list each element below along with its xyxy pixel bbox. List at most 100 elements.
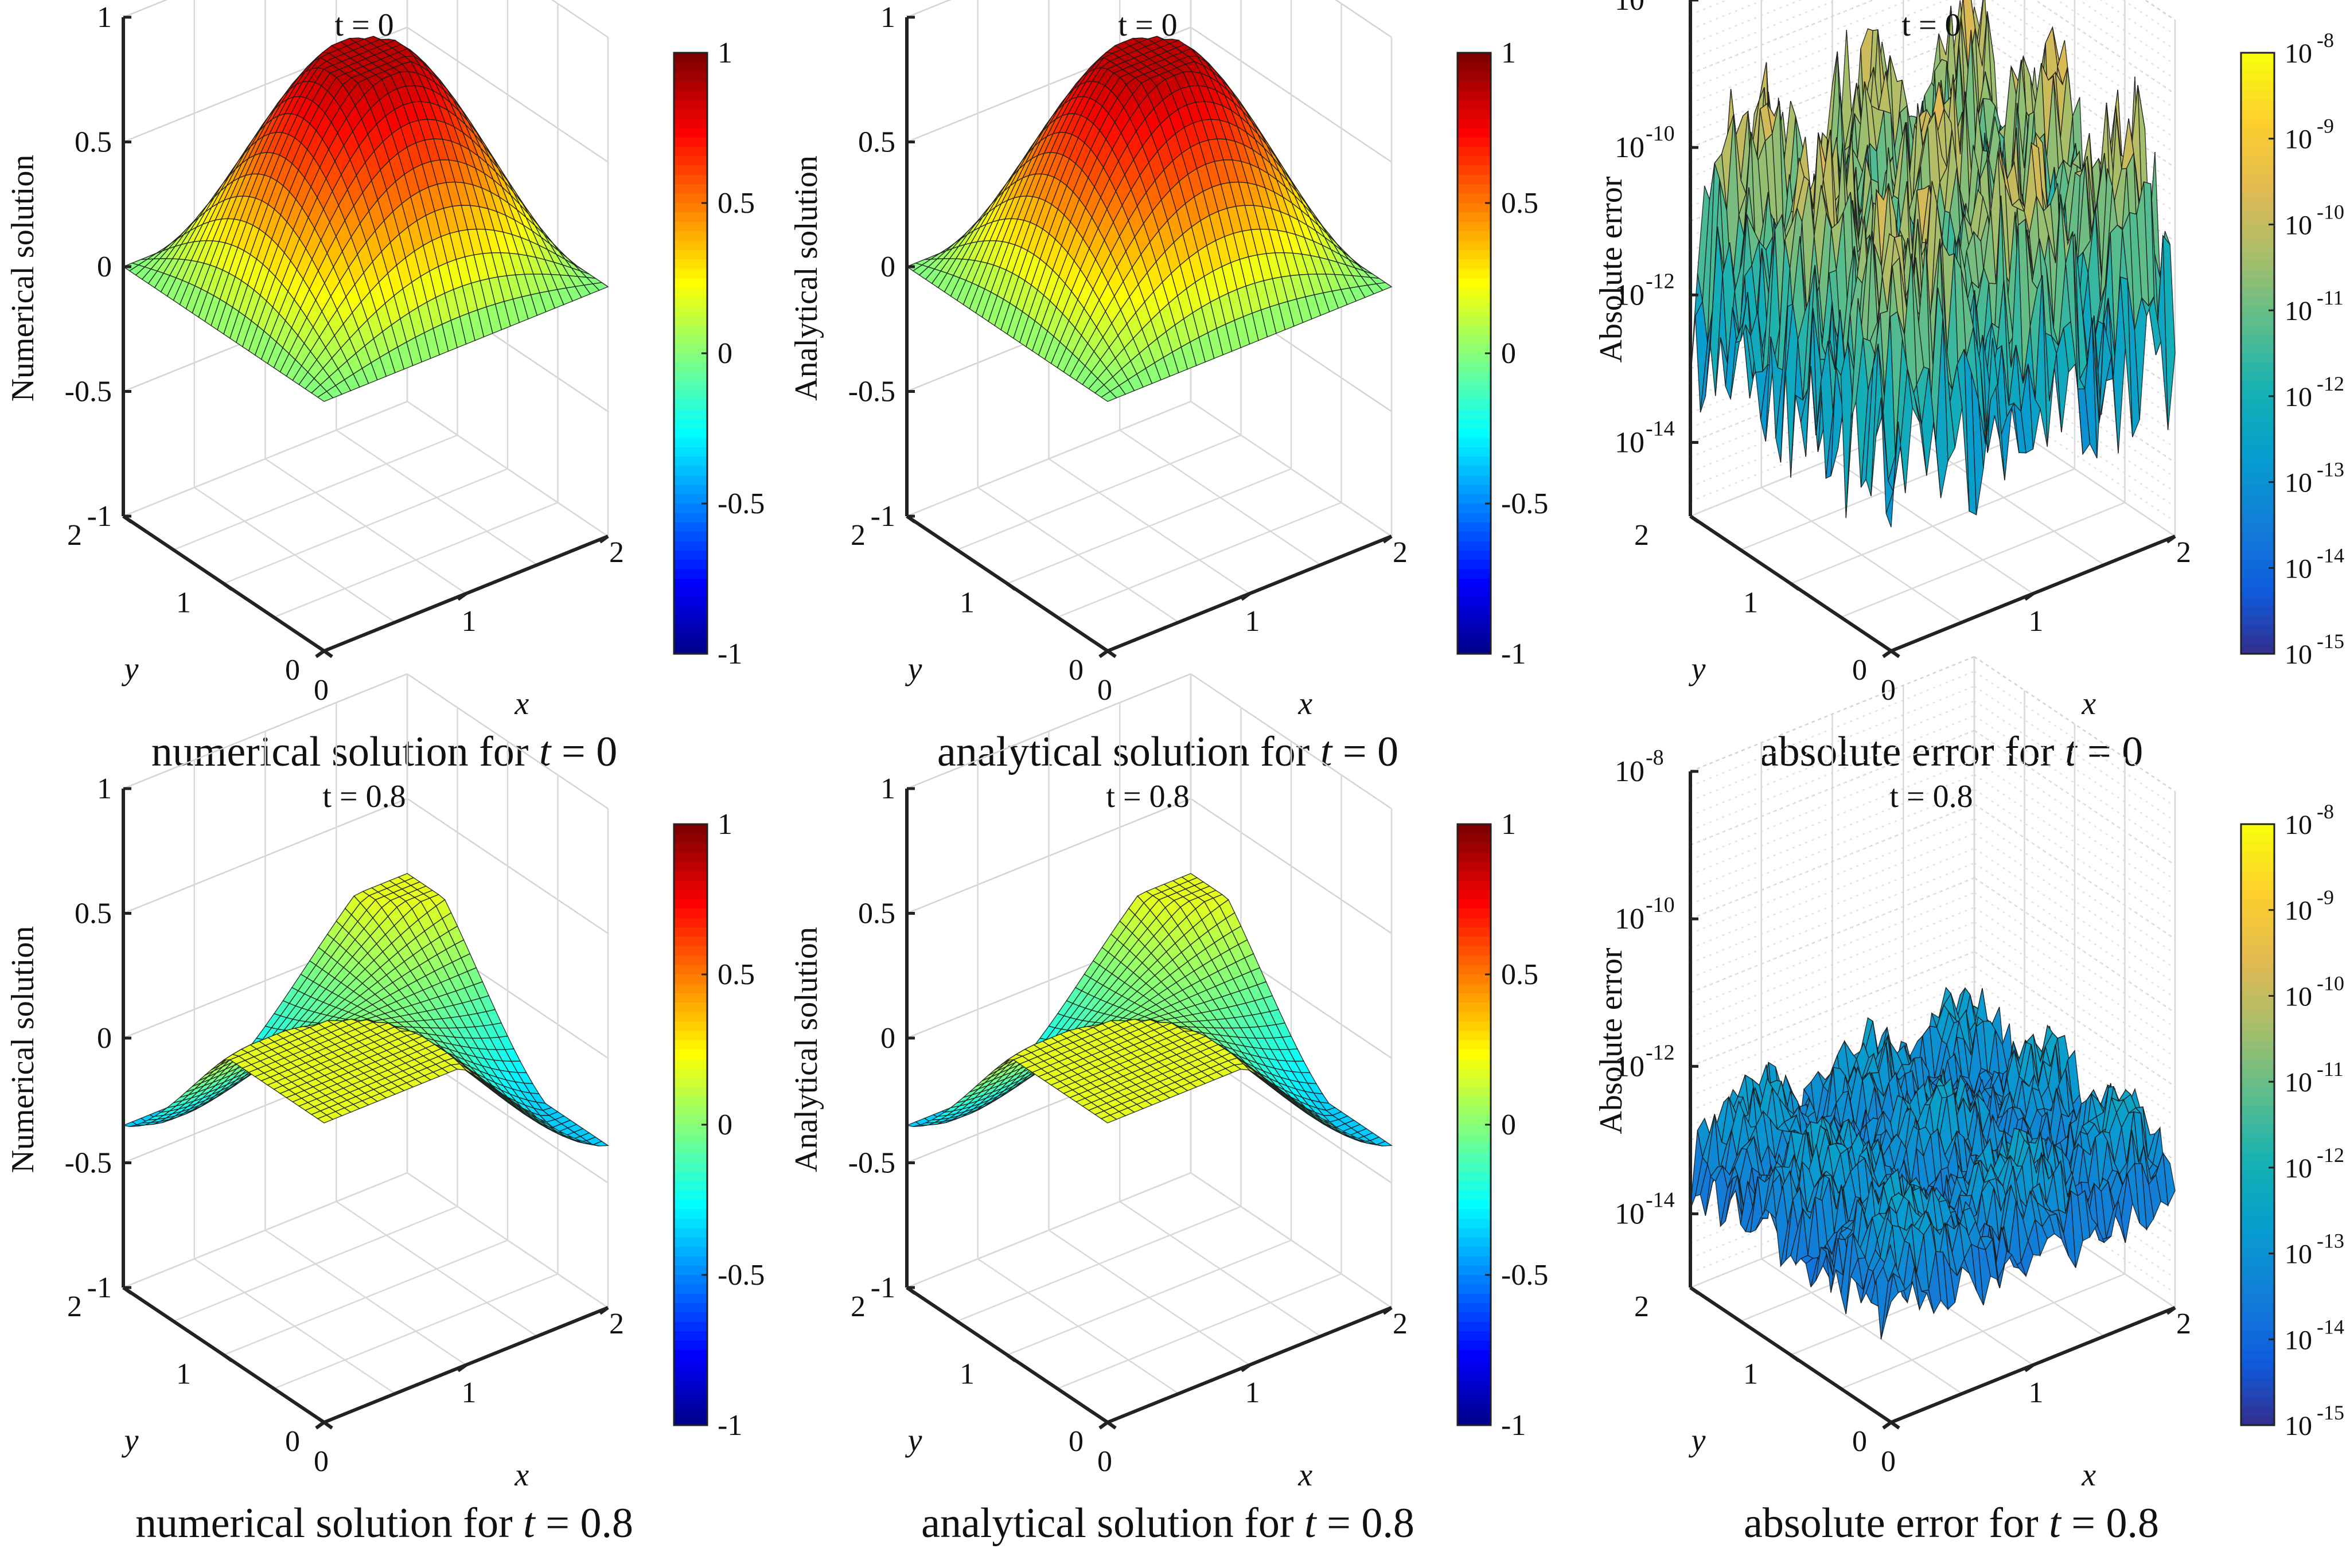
colorbar-segment <box>1457 381 1491 392</box>
colorbar-segment <box>2241 259 2274 270</box>
colorbar-segment <box>674 278 707 288</box>
colorbar-segment <box>2241 287 2274 298</box>
y-tick-label: 2 <box>67 519 82 552</box>
colorbar-tick-base: 10 <box>2285 553 2312 584</box>
x-axis-label: x <box>514 686 529 721</box>
colorbar-segment <box>674 550 707 561</box>
colorbar-tick-base: 10 <box>2285 38 2312 69</box>
colorbar-segment <box>674 53 707 63</box>
z-tick-label: 0 <box>97 251 112 283</box>
colorbar-tick-label: 1 <box>718 37 732 69</box>
colorbar-tick-exponent: -15 <box>2317 630 2344 653</box>
surface-mesh <box>906 36 1393 402</box>
colorbar-segment <box>1457 597 1491 608</box>
colorbar-tick-label: 0.5 <box>718 187 755 220</box>
colorbar-segment <box>2241 616 2274 626</box>
colorbar-segment <box>1457 550 1491 561</box>
colorbar-segment <box>2241 118 2274 128</box>
colorbar-segment <box>2241 221 2274 232</box>
x-tick <box>457 592 467 601</box>
colorbar-segment <box>2241 644 2274 654</box>
colorbar-segment <box>2241 485 2274 495</box>
colorbar-tick-exponent: -10 <box>2317 200 2344 223</box>
colorbar-segment <box>1457 297 1491 307</box>
colorbar-segment <box>1457 287 1491 298</box>
colorbar-segment <box>1457 475 1491 486</box>
z-tick-label: 1 <box>97 1 112 34</box>
colorbar-tick-base: 10 <box>2285 124 2312 155</box>
colorbar-segment <box>2241 372 2274 383</box>
y-tick <box>1890 649 1900 658</box>
z-tick-exponent: -12 <box>1646 269 1675 293</box>
colorbar-segment <box>1457 174 1491 185</box>
y-tick <box>223 582 233 591</box>
y-tick-label: 0 <box>285 654 300 687</box>
colorbar-tick-exponent: -12 <box>2317 372 2344 395</box>
colorbar-segment <box>674 438 707 448</box>
colorbar-segment <box>2241 146 2274 157</box>
colorbar-segment <box>674 447 707 458</box>
colorbar-segment <box>1457 53 1491 63</box>
z-tick-label: -0.5 <box>848 376 895 408</box>
z-tick-base: 10 <box>1615 0 1644 17</box>
y-tick <box>1106 649 1117 658</box>
colorbar-tick-label: 0 <box>718 337 732 370</box>
colorbar-segment <box>2241 53 2274 63</box>
x-tick <box>1382 535 1393 544</box>
colorbar-segment <box>2241 494 2274 504</box>
colorbar-segment <box>674 297 707 307</box>
colorbar-segment <box>1457 362 1491 373</box>
colorbar-segment <box>1457 128 1491 138</box>
colorbar-segment <box>1457 466 1491 476</box>
colorbar-segment <box>674 174 707 185</box>
y-tick <box>323 649 333 658</box>
y-tick <box>1689 514 1700 524</box>
colorbar-segment <box>674 391 707 401</box>
colorbar-segment <box>1457 193 1491 204</box>
colorbar-segment <box>674 541 707 551</box>
z-axis-label: Absolute error <box>1593 176 1629 362</box>
colorbar-segment <box>2241 306 2274 317</box>
colorbar-segment <box>1457 344 1491 354</box>
colorbar-segment <box>674 137 707 147</box>
surface-mesh <box>1690 0 2176 528</box>
colorbar-segment <box>674 560 707 570</box>
colorbar-segment <box>2241 249 2274 260</box>
colorbar-segment <box>2241 504 2274 514</box>
colorbar-segment <box>674 409 707 420</box>
colorbar-segment <box>2241 128 2274 138</box>
colorbar-segment <box>674 569 707 579</box>
colorbar-segment <box>1457 409 1491 420</box>
z-axis-label: Numerical solution <box>5 155 41 402</box>
colorbar-segment <box>2241 278 2274 288</box>
colorbar-segment <box>674 494 707 504</box>
caption-eq: = 0 <box>2077 728 2144 775</box>
colorbar-tick-label: -1 <box>718 638 742 670</box>
colorbar-segment <box>674 259 707 270</box>
grid-line <box>223 468 508 584</box>
colorbar-segment <box>674 381 707 392</box>
chart-title: t = 0 <box>1901 7 1961 43</box>
x-tick <box>2024 592 2035 601</box>
colorbar-segment <box>2241 62 2274 72</box>
colorbar-segment <box>674 475 707 486</box>
y-tick <box>1006 582 1016 591</box>
colorbar-segment <box>674 579 707 589</box>
chart-caption: absolute error for t = 0 <box>1760 728 2143 775</box>
colorbar-segment <box>2241 625 2274 636</box>
colorbar-segment <box>2241 569 2274 579</box>
colorbar-segment <box>674 249 707 260</box>
colorbar-segment <box>674 532 707 542</box>
colorbar-segment <box>1457 334 1491 345</box>
colorbar-segment <box>2241 400 2274 411</box>
colorbar-segment <box>1457 62 1491 72</box>
colorbar-tick-label: -0.5 <box>1501 487 1548 520</box>
chart-caption: analytical solution for t = 0 <box>937 728 1398 775</box>
colorbar-segment <box>674 221 707 232</box>
colorbar-segment <box>1457 372 1491 383</box>
colorbar-segment <box>1457 240 1491 251</box>
colorbar-segment <box>1457 635 1491 645</box>
colorbar-segment <box>1457 513 1491 523</box>
